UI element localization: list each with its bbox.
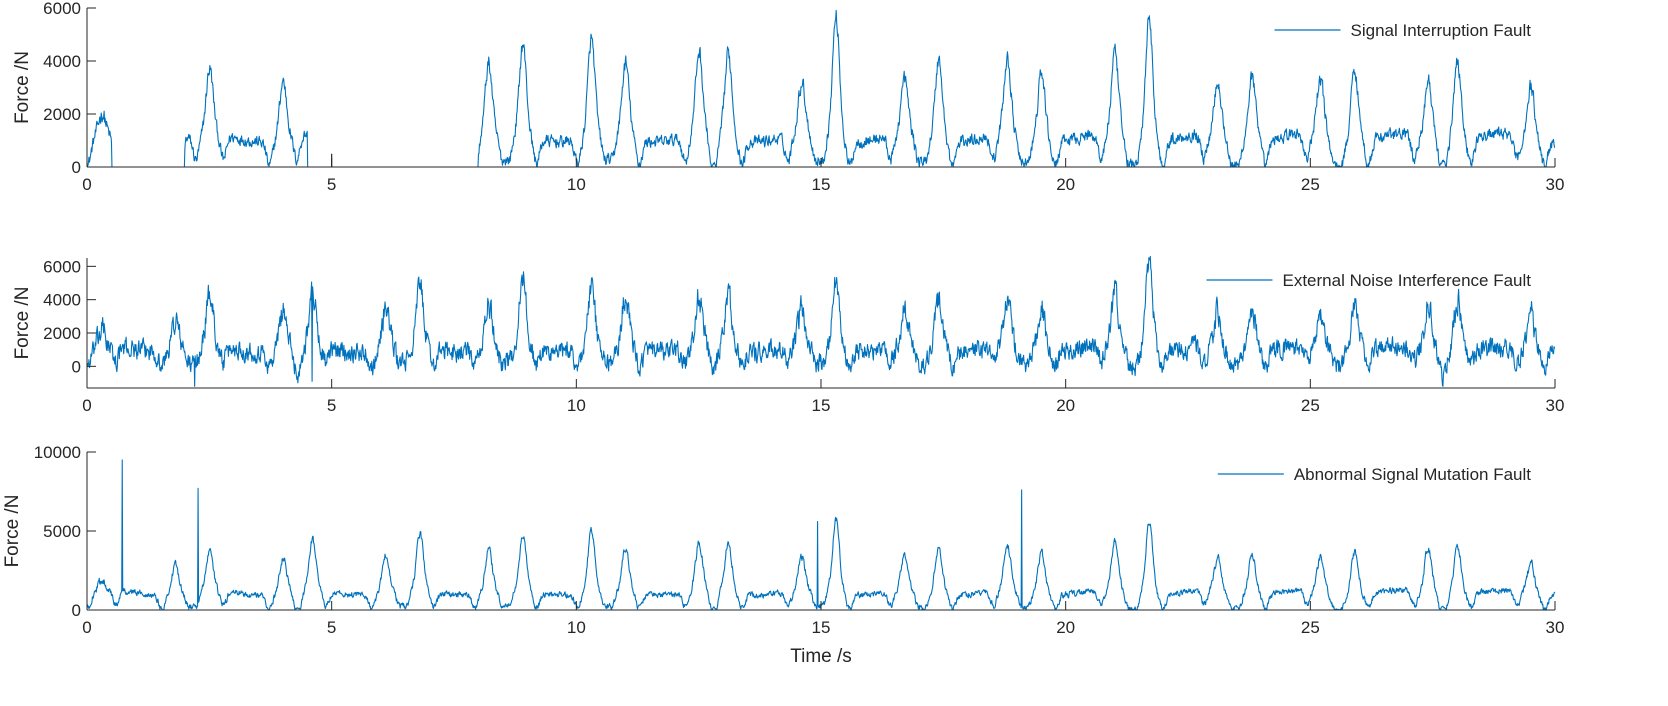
y-axis-label: Force /N xyxy=(12,51,33,124)
x-tick-label: 30 xyxy=(1546,618,1565,637)
y-tick-label: 2000 xyxy=(43,105,81,124)
y-tick-label: 10000 xyxy=(34,443,81,462)
x-tick-label: 20 xyxy=(1056,175,1075,194)
legend-label: Signal Interruption Fault xyxy=(1351,21,1532,40)
x-tick-label: 5 xyxy=(327,618,336,637)
chart-panel-1: 0 5 10 15 20 25 30 0 2000 4000 6000 Force /N Signal … xyxy=(12,0,1564,194)
y-tick-label: 5000 xyxy=(43,522,81,541)
x-tick-label: 30 xyxy=(1546,396,1565,415)
x-tick-label: 25 xyxy=(1301,175,1320,194)
chart-panel-3: 0 5 10 15 20 25 30 0 5000 10000 Force /N Time /s Abn… xyxy=(2,443,1564,667)
x-tick-label: 0 xyxy=(82,618,91,637)
x-tick-label: 15 xyxy=(812,618,831,637)
chart-panel-2: 0 5 10 15 20 25 30 0 2000 4000 6000 Force /N Externa… xyxy=(12,255,1565,415)
x-tick-label: 0 xyxy=(82,175,91,194)
x-tick-label: 15 xyxy=(812,175,831,194)
y-tick-label: 6000 xyxy=(43,0,81,18)
x-tick-label: 5 xyxy=(327,396,336,415)
x-tick-label: 20 xyxy=(1056,618,1075,637)
x-tick-label: 10 xyxy=(567,396,586,415)
x-tick-label: 5 xyxy=(327,175,336,194)
series-line-2 xyxy=(86,255,1556,387)
x-tick-label: 20 xyxy=(1056,396,1075,415)
y-tick-label: 4000 xyxy=(43,291,81,310)
x-tick-label: 25 xyxy=(1301,396,1320,415)
x-tick-label: 10 xyxy=(567,618,586,637)
x-tick-label: 30 xyxy=(1546,175,1565,194)
y-axis-label: Force /N xyxy=(2,495,23,568)
x-tick-label: 15 xyxy=(812,396,831,415)
y-axis-label: Force /N xyxy=(12,287,33,360)
y-tick-label: 0 xyxy=(72,158,81,177)
series-line-1 xyxy=(86,9,1556,168)
x-axis-label: Time /s xyxy=(790,646,852,667)
y-tick-label: 0 xyxy=(72,357,81,376)
legend-label: Abnormal Signal Mutation Fault xyxy=(1294,465,1531,484)
y-tick-label: 2000 xyxy=(43,324,81,343)
x-tick-label: 25 xyxy=(1301,618,1320,637)
x-tick-label: 0 xyxy=(82,396,91,415)
y-tick-label: 6000 xyxy=(43,257,81,276)
y-tick-label: 0 xyxy=(72,601,81,620)
legend-label: External Noise Interference Fault xyxy=(1282,271,1531,290)
y-tick-label: 4000 xyxy=(43,52,81,71)
x-tick-label: 10 xyxy=(567,175,586,194)
